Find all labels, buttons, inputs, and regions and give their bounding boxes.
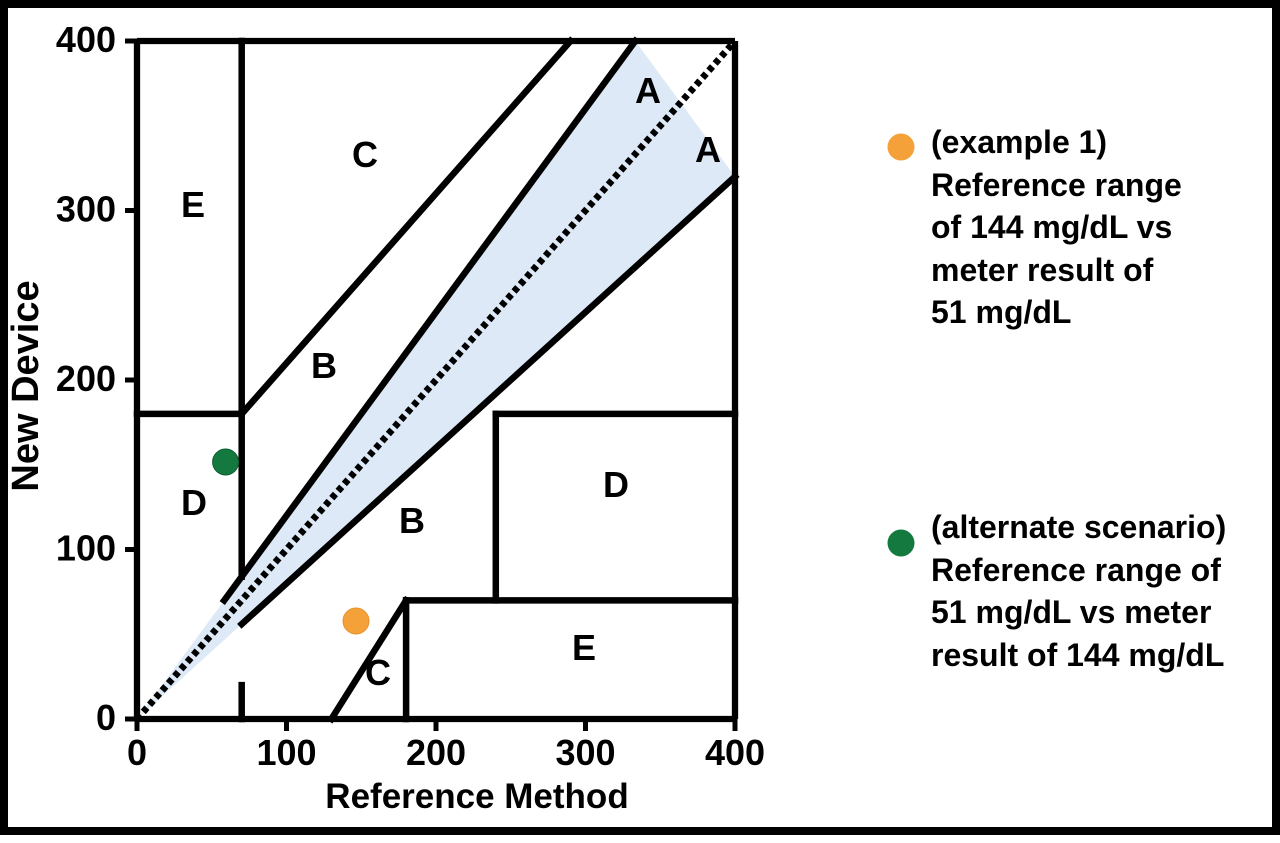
svg-text:0: 0 bbox=[96, 697, 116, 738]
svg-text:300: 300 bbox=[555, 732, 615, 773]
svg-text:B: B bbox=[311, 345, 337, 386]
svg-text:200: 200 bbox=[406, 732, 466, 773]
svg-text:C: C bbox=[365, 652, 391, 693]
svg-text:C: C bbox=[352, 134, 378, 175]
svg-text:E: E bbox=[181, 184, 205, 225]
svg-text:New Device: New Device bbox=[8, 280, 47, 491]
svg-text:100: 100 bbox=[256, 732, 316, 773]
svg-text:D: D bbox=[603, 464, 629, 505]
svg-text:A: A bbox=[635, 70, 661, 111]
svg-text:A: A bbox=[695, 129, 721, 170]
svg-text:200: 200 bbox=[56, 358, 116, 399]
svg-text:300: 300 bbox=[56, 189, 116, 230]
svg-text:100: 100 bbox=[56, 528, 116, 569]
svg-text:D: D bbox=[181, 482, 207, 523]
svg-text:B: B bbox=[399, 500, 425, 541]
svg-text:400: 400 bbox=[56, 19, 116, 60]
svg-text:Reference Method: Reference Method bbox=[325, 777, 628, 816]
svg-text:E: E bbox=[572, 627, 596, 668]
svg-text:0: 0 bbox=[127, 732, 147, 773]
svg-text:400: 400 bbox=[705, 732, 765, 773]
